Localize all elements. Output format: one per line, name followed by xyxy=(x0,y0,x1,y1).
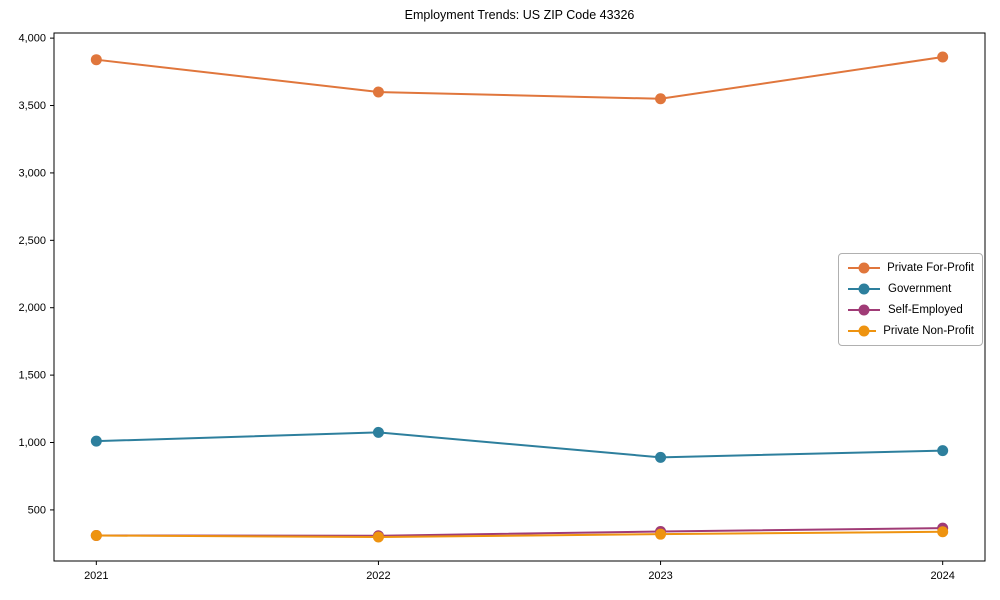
data-point-marker-private-for-profit-2024 xyxy=(937,51,949,63)
data-point-marker-government-2024 xyxy=(937,445,949,457)
data-point-marker-private-non-profit-2023 xyxy=(655,528,667,540)
legend-marker-icon xyxy=(848,304,880,316)
y-tick-label: 3,000 xyxy=(18,167,46,179)
data-point-marker-private-non-profit-2021 xyxy=(90,530,102,542)
y-tick-label: 4,000 xyxy=(18,33,46,45)
data-point-marker-private-non-profit-2024 xyxy=(937,526,949,538)
x-tick-label: 2022 xyxy=(366,570,390,582)
data-point-marker-private-for-profit-2023 xyxy=(655,93,667,105)
legend-marker-icon xyxy=(848,262,880,274)
data-point-marker-government-2023 xyxy=(655,451,667,463)
series-line-private-for-profit xyxy=(96,56,943,100)
legend-marker-icon xyxy=(848,283,880,295)
legend-item-label: Self-Employed xyxy=(888,303,963,316)
y-tick-label: 500 xyxy=(28,504,46,516)
legend-item-self-employed: Self-Employed xyxy=(847,300,974,321)
plot-frame xyxy=(53,32,986,562)
data-point-marker-private-for-profit-2021 xyxy=(90,54,102,66)
x-tick-label: 2021 xyxy=(84,570,108,582)
legend-item-label: Government xyxy=(888,283,952,296)
y-tick-label: 1,500 xyxy=(18,370,46,382)
y-tick-label: 1,000 xyxy=(18,437,46,449)
legend-item-government: Government xyxy=(847,279,974,300)
series-line-government xyxy=(96,431,943,459)
y-tick-label: 3,500 xyxy=(18,100,46,112)
data-point-marker-private-non-profit-2022 xyxy=(372,531,384,543)
chart-title: Employment Trends: US ZIP Code 43326 xyxy=(404,8,635,22)
legend: Private For-Profit Government Self-Employe… xyxy=(838,253,983,346)
data-point-marker-government-2021 xyxy=(90,435,102,447)
legend-marker-icon xyxy=(848,325,877,337)
legend-item-label: Private For-Profit xyxy=(887,262,974,275)
data-point-marker-private-for-profit-2022 xyxy=(372,86,384,98)
series-line-private-non-profit xyxy=(96,530,943,539)
x-tick-label: 2024 xyxy=(930,570,954,582)
data-point-marker-government-2022 xyxy=(372,426,384,438)
legend-item-private-non-profit: Private Non-Profit xyxy=(847,320,974,341)
legend-item-label: Private Non-Profit xyxy=(883,324,974,337)
legend-item-private-for-profit: Private For-Profit xyxy=(847,258,974,279)
y-tick-label: 2,500 xyxy=(18,235,46,247)
x-tick-label: 2023 xyxy=(648,570,672,582)
y-tick-label: 2,000 xyxy=(18,302,46,314)
